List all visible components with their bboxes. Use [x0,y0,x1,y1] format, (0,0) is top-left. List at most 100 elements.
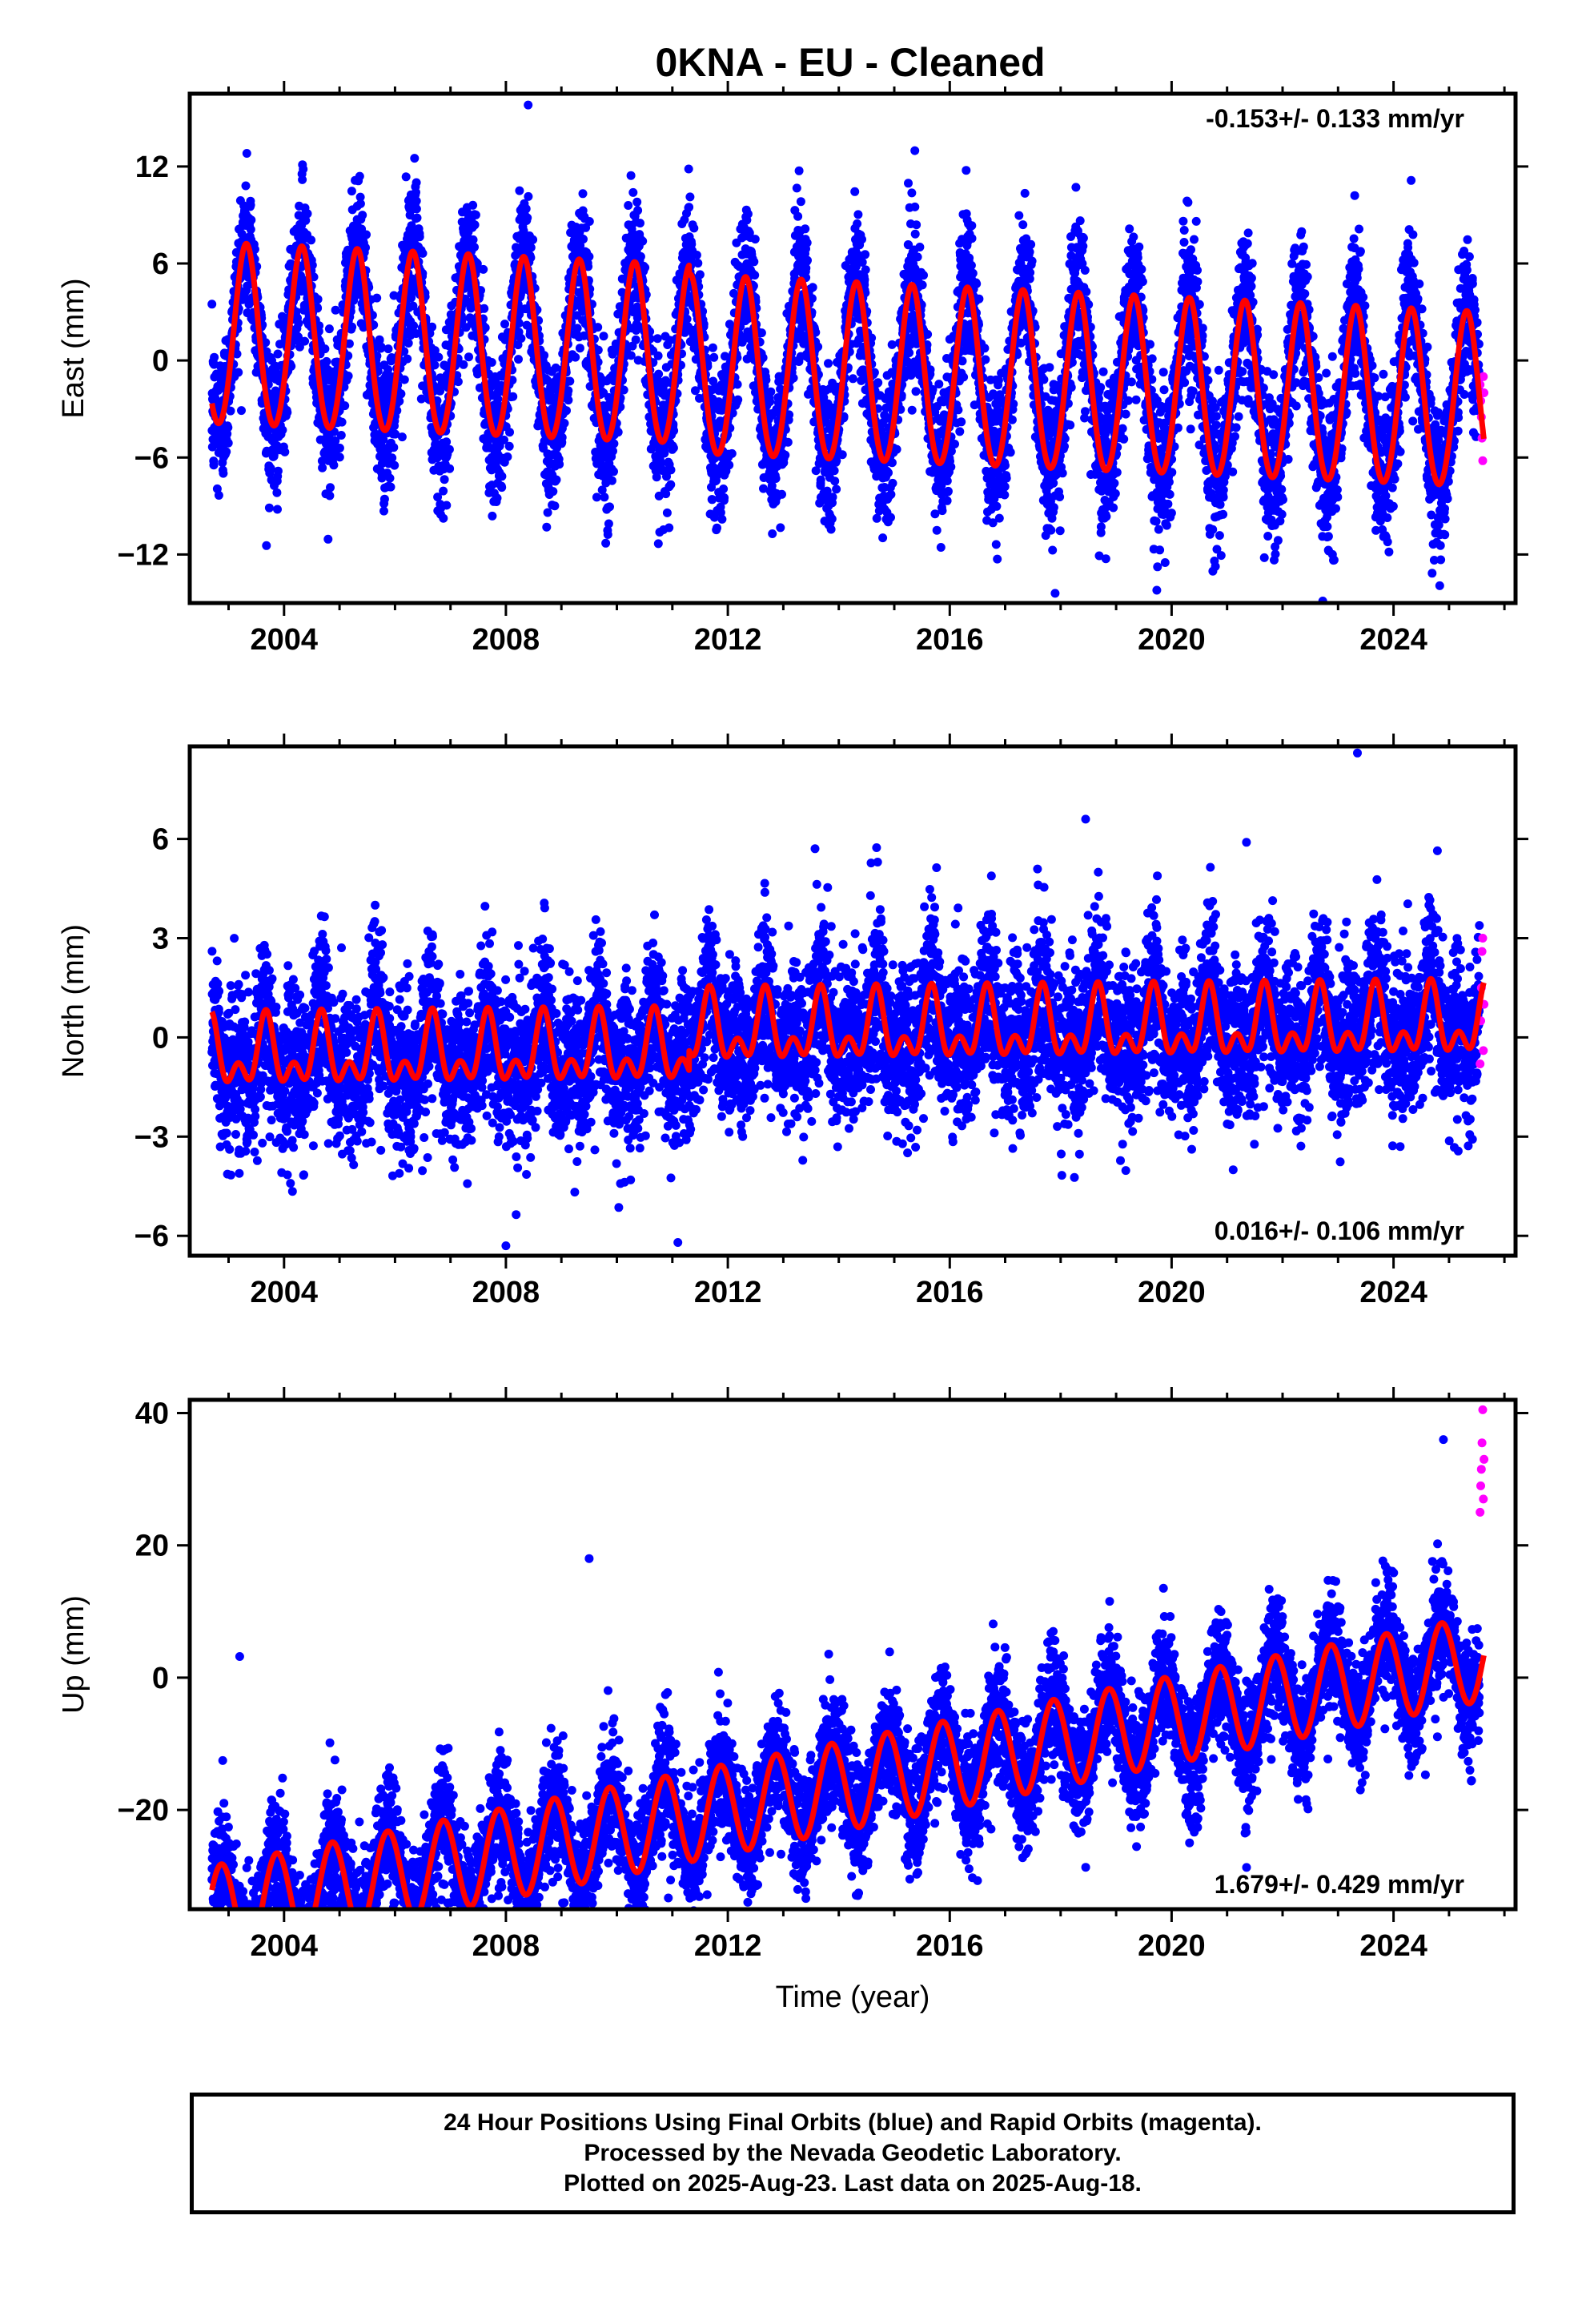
east-data-point [470,220,480,230]
east-data-point [830,476,840,486]
east-data-point [886,513,895,522]
east-data-point [789,373,798,383]
east-data-point [442,501,452,510]
east-data-point [515,186,524,195]
east-data-point [729,288,738,298]
east-data-point [442,437,452,447]
east-data-point [322,356,331,366]
east-data-point [445,464,455,473]
east-data-point [888,478,897,488]
east-data-point [636,219,644,228]
east-data-point [379,494,389,504]
east-data-point [234,368,243,377]
east-data-point [917,280,927,290]
east-data-point [337,417,347,427]
east-data-point [505,428,514,437]
east-data-point [605,502,614,512]
east-data-point [325,491,335,501]
east-data-point [684,164,693,174]
east-data-point [693,259,703,268]
east-data-point [609,467,618,476]
east-data-point [335,452,344,462]
east-data-point [430,360,440,370]
east-data-point [750,235,760,244]
east-data-point [246,225,255,234]
east-data-point [781,450,790,460]
east-data-point [592,493,601,502]
east-data-point [355,171,364,181]
east-data-point [503,452,512,461]
east-data-point [749,257,759,267]
east-data-point [915,243,925,251]
east-data-point [802,238,812,247]
east-data-point [884,468,893,477]
east-data-point [887,340,897,349]
east-data-point [955,427,965,436]
east-data-point [412,196,421,206]
east-data-point [480,304,489,313]
east-data-point [318,463,327,472]
east-data-point [771,474,781,483]
east-data-point [936,543,946,552]
east-data-point [550,501,560,511]
east-data-point [757,328,766,338]
east-data-point [564,396,573,405]
east-data-point [560,419,569,428]
east-data-point [860,275,869,284]
east-data-point [861,265,870,275]
east-data-point [564,386,573,396]
east-data-point [223,438,233,448]
east-data-point [385,473,395,483]
east-data-point [793,211,803,221]
east-data-point [636,251,645,261]
east-data-point [872,513,881,523]
east-data-point [584,251,594,261]
east-data-point [272,488,282,497]
east-data-point [372,293,382,303]
east-data-point [497,472,507,481]
east-data-point [336,431,346,440]
east-data-point [415,232,424,242]
east-data-point [608,446,617,456]
east-data-point [827,514,837,524]
east-data-point [307,235,316,245]
east-data-point [946,462,956,472]
east-data-point [247,215,256,225]
east-data-point [692,251,701,259]
east-data-point [808,283,817,292]
east-data-point [488,511,497,521]
east-data-point [912,220,921,230]
east-data-point [439,513,448,523]
east-data-point [410,154,420,163]
east-data-point [464,352,473,362]
east-data-point [396,389,406,399]
east-data-point [470,243,479,252]
east-data-point [628,187,638,197]
east-data-point [434,352,444,362]
east-data-point [853,219,862,228]
east-data-point [652,334,662,344]
east-data-point [660,448,669,458]
east-data-point [361,243,370,252]
east-data-point [765,397,775,407]
east-data-point [552,475,561,485]
east-data-point [214,491,223,500]
east-data-point [829,466,839,476]
east-data-point [331,305,340,315]
east-data-point [497,483,507,493]
east-data-point [904,179,913,188]
east-data-point [278,425,287,435]
east-data-point [708,343,717,352]
east-data-point [777,489,786,499]
east-data-point [226,406,235,416]
east-data-point [516,334,526,343]
east-data-point [631,335,640,344]
east-data-point [801,224,810,234]
east-data-point [504,441,514,451]
east-data-point [857,235,866,244]
east-data-point [579,235,588,244]
east-data-point [861,250,870,259]
east-data-point [412,178,421,187]
east-data-point [653,539,663,549]
east-data-point [440,475,449,485]
